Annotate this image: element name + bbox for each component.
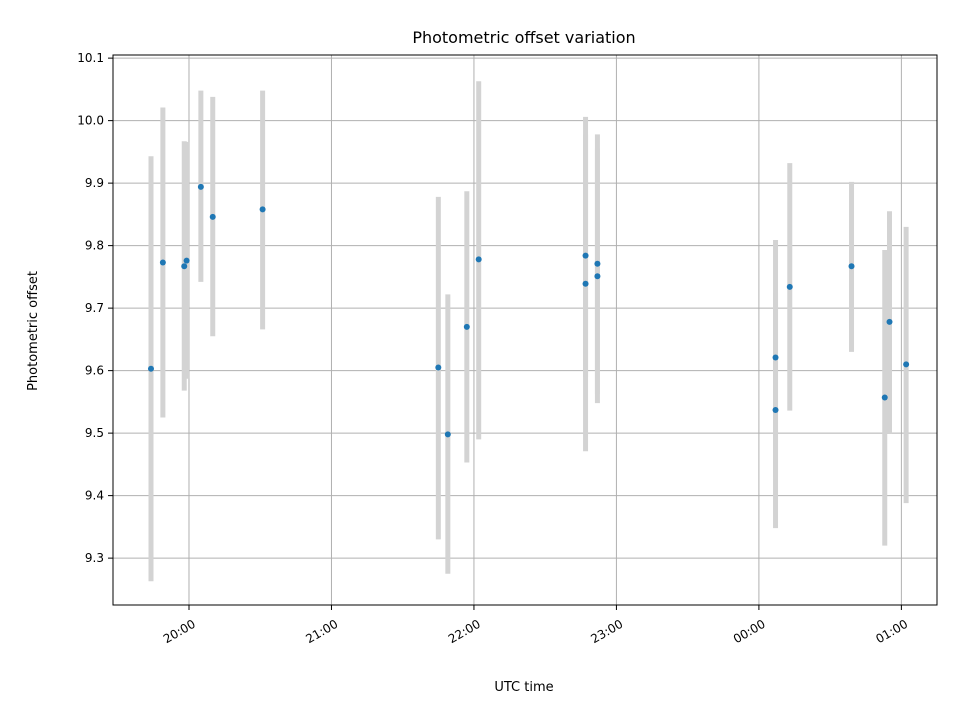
y-tick-label: 9.3 bbox=[85, 551, 104, 565]
x-tick-label: 22:00 bbox=[446, 617, 483, 646]
data-point bbox=[786, 283, 793, 290]
data-point bbox=[197, 183, 204, 190]
x-tick-label: 20:00 bbox=[161, 617, 198, 646]
data-point bbox=[582, 280, 589, 287]
data-point bbox=[475, 256, 482, 263]
data-point bbox=[594, 260, 601, 267]
y-tick-label: 9.4 bbox=[85, 489, 104, 503]
grid-lines bbox=[113, 55, 937, 605]
chart-title: Photometric offset variation bbox=[412, 28, 635, 47]
y-tick-label: 9.6 bbox=[85, 364, 104, 378]
x-axis-ticks: 20:00 21:00 22:00 23:00 00:00 01:00 bbox=[161, 605, 910, 646]
x-axis-label: UTC time bbox=[494, 680, 553, 695]
data-point bbox=[209, 213, 216, 220]
data-point bbox=[582, 252, 589, 259]
y-tick-label: 9.5 bbox=[85, 426, 104, 440]
x-tick-label: 00:00 bbox=[731, 617, 768, 646]
data-point bbox=[772, 407, 779, 413]
data-point bbox=[772, 354, 779, 361]
data-point bbox=[594, 273, 601, 280]
y-tick-label: 10.0 bbox=[77, 114, 104, 128]
data-point bbox=[435, 364, 442, 371]
y-tick-label: 9.9 bbox=[85, 176, 104, 190]
data-point bbox=[903, 361, 910, 368]
y-axis-ticks: 9.3 9.4 9.5 9.6 9.7 9.8 9.9 10.0 10.1 bbox=[77, 51, 113, 565]
x-tick-label: 01:00 bbox=[873, 617, 910, 646]
data-point bbox=[881, 394, 888, 401]
data-points bbox=[147, 183, 910, 438]
data-point bbox=[147, 365, 154, 372]
data-point bbox=[886, 318, 893, 325]
data-point bbox=[463, 323, 470, 330]
x-tick-label: 23:00 bbox=[588, 617, 625, 646]
y-tick-label: 10.1 bbox=[77, 51, 104, 65]
data-point bbox=[159, 259, 166, 266]
data-point bbox=[181, 263, 188, 270]
y-tick-label: 9.8 bbox=[85, 239, 104, 253]
data-point bbox=[848, 263, 855, 270]
y-axis-label: Photometric offset bbox=[26, 271, 41, 391]
data-point bbox=[183, 257, 190, 264]
plot-frame bbox=[112, 54, 938, 606]
data-point bbox=[444, 431, 451, 438]
data-point bbox=[259, 206, 266, 213]
x-tick-label: 21:00 bbox=[303, 617, 340, 646]
y-tick-label: 9.7 bbox=[85, 301, 104, 315]
error-bars bbox=[148, 81, 909, 582]
